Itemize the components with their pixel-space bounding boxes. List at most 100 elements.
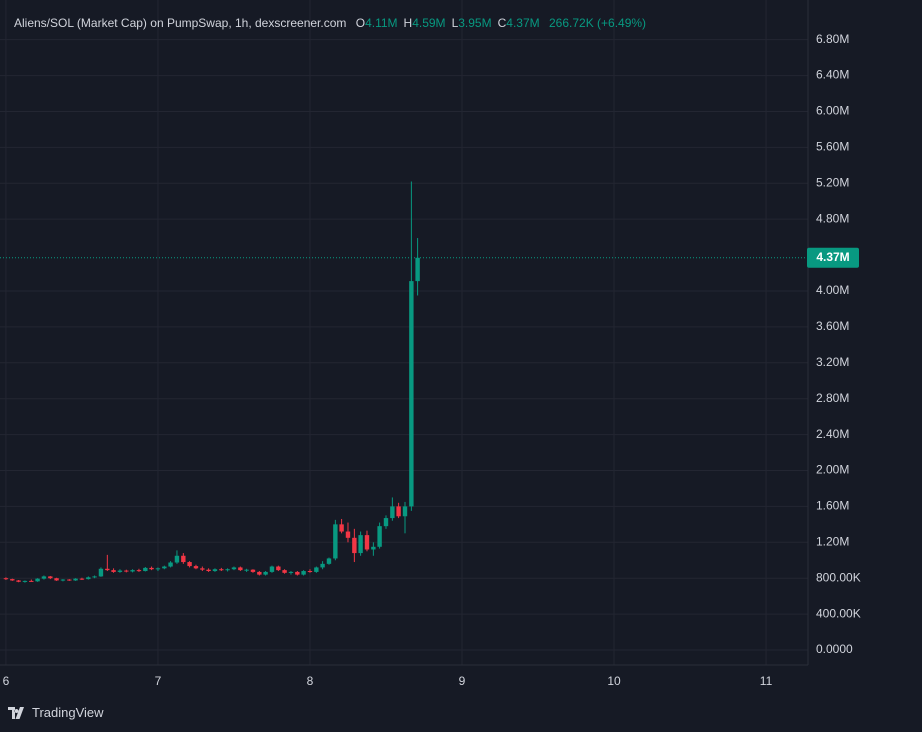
candle-body: [130, 570, 135, 572]
candle-body: [364, 535, 370, 550]
candle-body: [276, 566, 281, 571]
footer[interactable]: TradingView: [8, 705, 104, 720]
candle-body: [29, 580, 34, 582]
candle-body: [117, 570, 123, 572]
candle-body: [162, 566, 167, 569]
candle-body: [339, 524, 344, 532]
candle-body: [326, 558, 332, 564]
grid: [0, 0, 808, 665]
ohlc-value: 4.11M: [365, 16, 398, 30]
candle-body: [383, 518, 389, 527]
candle-body: [155, 568, 161, 570]
candle-body: [193, 566, 199, 569]
candle-body: [48, 576, 53, 579]
legend: Aliens/SOL (Market Cap) on PumpSwap, 1h,…: [14, 16, 646, 30]
candle-body: [35, 578, 40, 582]
candle-body: [352, 537, 357, 554]
candle-body: [73, 578, 78, 581]
candle-body: [314, 567, 319, 572]
logo: [8, 706, 24, 719]
last-price-box: [807, 247, 859, 268]
y-tick-label: 3.60M: [816, 319, 849, 333]
y-tick-label: 6.40M: [816, 68, 849, 82]
y-tick-label: 800.00K: [816, 570, 861, 584]
candle-body: [124, 570, 129, 572]
legend-change: 266.72K (+6.49%): [548, 16, 647, 30]
brand: TradingView: [32, 705, 104, 720]
candle-body: [212, 569, 218, 572]
candle-body: [10, 579, 15, 581]
candle-body: [3, 578, 9, 580]
y-tick-label: 4.00M: [816, 283, 849, 297]
candle-body: [396, 506, 401, 517]
axes: 0.0000 400.00K 800.00K 1.20M 1.60M 2.00M 2.40M…: [3, 32, 861, 688]
y-tick-label: 2.00M: [816, 463, 849, 477]
ohlc: O4.11M H4.59M L3.95M C4.37M: [350, 16, 540, 30]
candle-body: [409, 281, 414, 507]
ohlc-key: H: [403, 16, 413, 30]
x-tick-label: 6: [3, 674, 10, 688]
candle-body: [377, 526, 382, 547]
y-tick-label: 5.60M: [816, 140, 849, 154]
y-tick-label: 6.80M: [816, 32, 849, 46]
candle-body: [225, 569, 230, 571]
candle-body: [54, 578, 59, 581]
chart: 0.0000 400.00K 800.00K 1.20M 1.60M 2.00M 2.40M…: [0, 0, 861, 688]
candle-body: [257, 571, 262, 575]
y-tick-label: 1.60M: [816, 499, 849, 513]
candle-body: [333, 524, 338, 559]
candle-body: [168, 562, 173, 567]
candle-body: [105, 568, 110, 571]
candle-body: [206, 569, 211, 572]
candle-body: [174, 555, 180, 563]
ohlc-key: O: [355, 16, 366, 30]
candle-body: [16, 580, 21, 582]
y-tick-label: 6.00M: [816, 104, 849, 118]
candle-body: [149, 567, 154, 570]
plot-area: [0, 181, 808, 583]
candle-body: [288, 571, 294, 573]
candle-body: [345, 531, 351, 538]
ohlc-key: C: [497, 16, 507, 30]
ohlc-value: 4.37M: [506, 16, 540, 30]
candle-body: [295, 571, 300, 575]
candle-body: [67, 579, 72, 581]
candle-body: [415, 257, 420, 282]
x-tick-label: 8: [307, 674, 314, 688]
y-tick-label: 0.0000: [816, 642, 853, 656]
candle-body: [371, 546, 376, 550]
candle-body: [390, 506, 395, 519]
candle-body: [269, 566, 275, 572]
candle-body: [181, 555, 186, 563]
candle-body: [320, 563, 325, 568]
candle-body: [200, 568, 205, 570]
candle-body: [41, 576, 47, 579]
candle-body: [263, 571, 268, 575]
candle-body: [79, 578, 85, 580]
x-tick-label: 9: [459, 674, 466, 688]
candle-body: [143, 567, 148, 572]
ohlc-value: 4.59M: [412, 16, 446, 30]
y-tick-label: 3.20M: [816, 355, 849, 369]
candle-body: [60, 579, 66, 581]
y-tick-label: 1.20M: [816, 534, 849, 548]
y-tick-label: 5.20M: [816, 175, 849, 189]
x-tick-label: 11: [760, 674, 773, 688]
candle-body: [250, 569, 256, 572]
candle-body: [86, 577, 91, 580]
ohlc-key: L: [451, 16, 459, 30]
candle-body: [98, 568, 104, 577]
candle-body: [301, 571, 306, 575]
y-tick-label: 2.40M: [816, 427, 849, 441]
last-price-label: 4.37M: [816, 250, 849, 264]
candle-body: [111, 570, 116, 572]
legend-title: Aliens/SOL (Market Cap) on PumpSwap, 1h,…: [14, 16, 347, 30]
candle-body: [282, 570, 287, 573]
candle-body: [244, 569, 249, 571]
candle-body: [358, 535, 363, 554]
candle-body: [402, 506, 408, 517]
candle-body: [22, 580, 28, 582]
x-tick-label: 10: [607, 674, 621, 688]
x-tick-label: 7: [155, 674, 162, 688]
